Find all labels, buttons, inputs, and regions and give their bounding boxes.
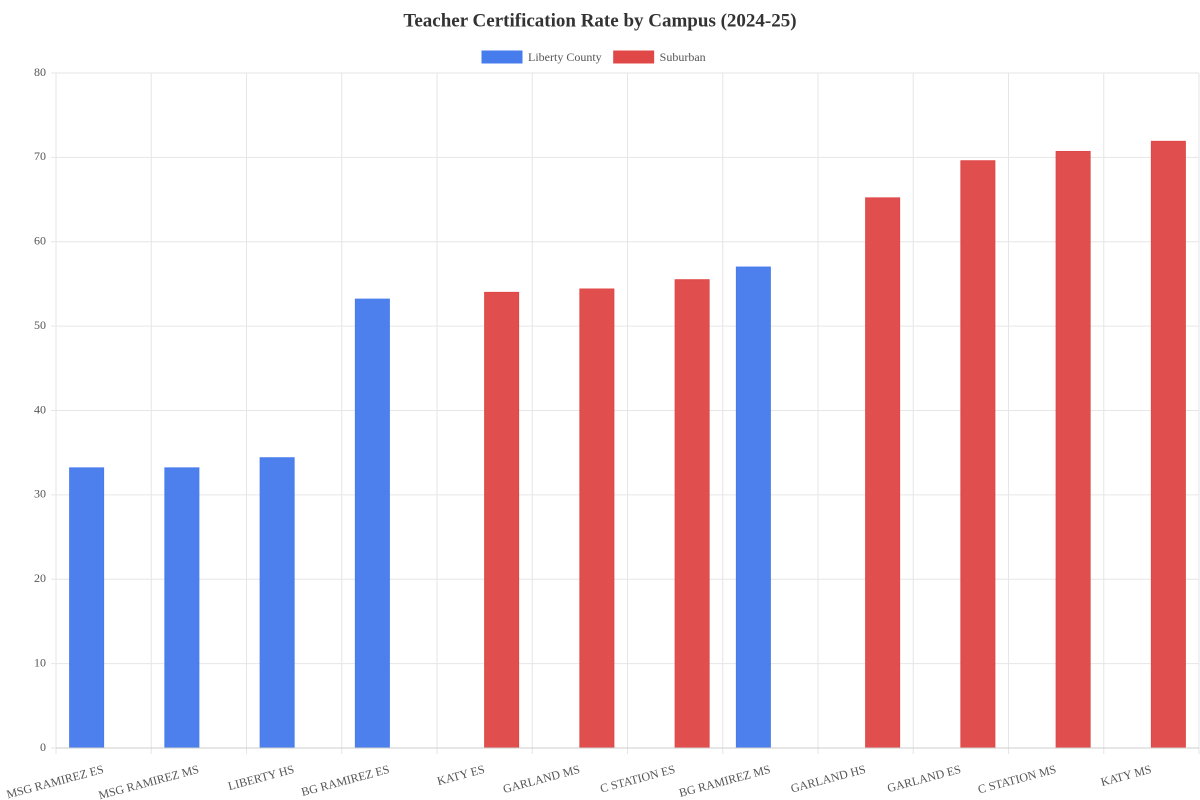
y-tick-label: 20 [34,571,46,585]
y-tick-label: 50 [34,318,46,332]
bar [865,197,901,749]
chart-title: Teacher Certification Rate by Campus (20… [403,10,796,31]
legend-label: Suburban [660,50,706,64]
x-tick-label: MSG RAMIREZ MS [97,762,200,800]
y-tick-label: 70 [34,149,46,163]
bar [164,467,200,749]
legend-swatch [481,50,523,64]
bar [674,279,710,749]
bar [960,160,996,749]
x-tick-label: LIBERTY HS [226,762,295,793]
x-tick-label: C STATION MS [976,762,1057,796]
y-tick-label: 80 [34,65,46,79]
x-tick-label: BG RAMIREZ ES [300,762,391,799]
bar [354,298,390,749]
y-tick-label: 10 [34,655,46,669]
bar [484,291,520,749]
bar [579,288,615,749]
x-tick-label: KATY MS [1099,762,1153,789]
y-tick-label: 40 [34,402,46,416]
y-tick-label: 0 [40,740,46,754]
x-tick-label: GARLAND HS [789,762,867,795]
bar [259,457,295,749]
x-tick-label: MSG RAMIREZ ES [5,762,105,800]
bar [69,467,105,749]
x-tick-label: GARLAND MS [501,762,581,796]
x-tick-label: GARLAND ES [886,762,963,795]
x-tick-label: BG RAMIREZ MS [677,762,771,800]
y-tick-label: 30 [34,487,46,501]
legend-swatch [613,50,655,64]
legend-label: Liberty County [528,50,602,64]
x-tick-label: KATY ES [436,762,487,788]
bar [735,266,771,749]
bar [1055,150,1091,749]
bar [1150,140,1186,749]
x-tick-label: C STATION ES [599,762,677,795]
y-tick-label: 60 [34,234,46,248]
